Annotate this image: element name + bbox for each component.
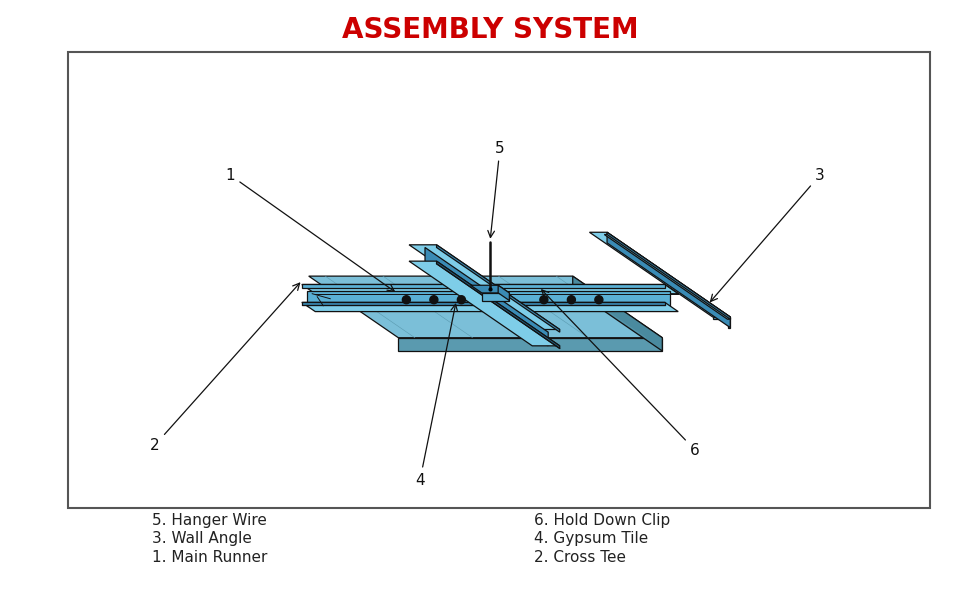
- Text: 4: 4: [416, 304, 458, 487]
- Polygon shape: [302, 302, 664, 306]
- Polygon shape: [712, 317, 730, 319]
- Polygon shape: [727, 317, 730, 328]
- Text: 2: 2: [150, 283, 300, 453]
- Polygon shape: [302, 285, 678, 294]
- Text: 3: 3: [710, 168, 825, 301]
- Polygon shape: [436, 261, 560, 349]
- Text: 5. Hanger Wire: 5. Hanger Wire: [152, 513, 267, 528]
- Text: 6. Hold Down Clip: 6. Hold Down Clip: [534, 513, 670, 528]
- Polygon shape: [605, 235, 730, 319]
- Polygon shape: [398, 338, 662, 351]
- Circle shape: [430, 296, 438, 304]
- Circle shape: [595, 296, 603, 304]
- Polygon shape: [302, 302, 678, 312]
- Polygon shape: [589, 232, 730, 317]
- Text: 2. Cross Tee: 2. Cross Tee: [534, 550, 626, 565]
- Polygon shape: [409, 261, 560, 346]
- Circle shape: [458, 296, 466, 304]
- Polygon shape: [409, 245, 560, 330]
- Text: 5: 5: [488, 140, 505, 237]
- Polygon shape: [308, 291, 670, 306]
- Circle shape: [540, 296, 548, 304]
- Text: 3. Wall Angle: 3. Wall Angle: [152, 532, 252, 546]
- Polygon shape: [607, 232, 730, 319]
- Polygon shape: [482, 293, 510, 301]
- Circle shape: [567, 296, 575, 304]
- Polygon shape: [607, 232, 730, 328]
- Polygon shape: [498, 285, 510, 301]
- Polygon shape: [436, 245, 560, 332]
- Text: 1: 1: [225, 168, 394, 291]
- Polygon shape: [309, 276, 662, 338]
- Text: ASSEMBLY SYSTEM: ASSEMBLY SYSTEM: [342, 16, 638, 44]
- Text: 4. Gypsum Tile: 4. Gypsum Tile: [534, 532, 649, 546]
- Polygon shape: [470, 285, 510, 293]
- Text: 1. Main Runner: 1. Main Runner: [152, 550, 268, 565]
- Text: 6: 6: [542, 290, 700, 458]
- Polygon shape: [572, 276, 662, 351]
- Polygon shape: [302, 285, 664, 288]
- Circle shape: [403, 296, 411, 304]
- Polygon shape: [425, 248, 548, 346]
